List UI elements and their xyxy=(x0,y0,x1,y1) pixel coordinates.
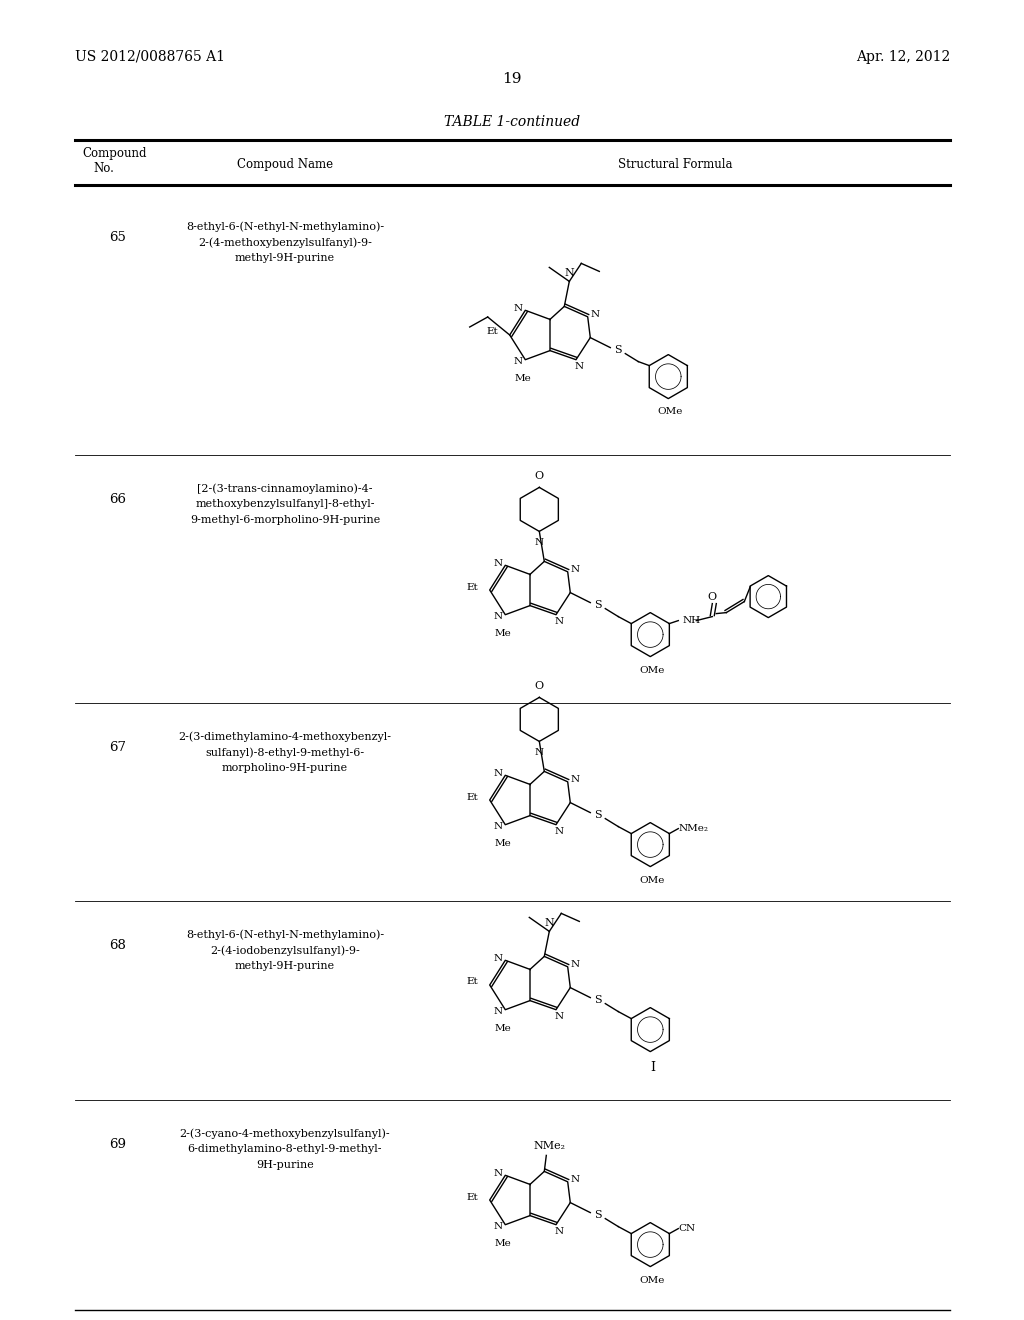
Text: N: N xyxy=(494,954,503,962)
Text: I: I xyxy=(650,1060,654,1073)
Text: Et: Et xyxy=(467,978,478,986)
Text: N: N xyxy=(494,822,503,832)
Text: 69: 69 xyxy=(110,1138,127,1151)
Text: N: N xyxy=(554,1228,563,1237)
Text: TABLE 1-continued: TABLE 1-continued xyxy=(444,115,580,129)
Text: N: N xyxy=(545,919,554,928)
Text: N: N xyxy=(535,748,544,758)
Text: Me: Me xyxy=(515,374,531,383)
Text: Apr. 12, 2012: Apr. 12, 2012 xyxy=(856,50,950,63)
Text: 2-(4-iodobenzylsulfanyl)-9-: 2-(4-iodobenzylsulfanyl)-9- xyxy=(210,945,359,956)
Text: N: N xyxy=(535,539,544,548)
Text: N: N xyxy=(570,1175,580,1184)
Text: S: S xyxy=(595,599,602,610)
Text: N: N xyxy=(590,310,599,319)
Text: N: N xyxy=(554,828,563,836)
Text: O: O xyxy=(535,681,544,692)
Text: 66: 66 xyxy=(110,492,127,506)
Text: N: N xyxy=(494,1007,503,1016)
Text: N: N xyxy=(494,558,503,568)
Text: Et: Et xyxy=(467,1192,478,1201)
Text: [2-(3-trans-cinnamoylamino)-4-: [2-(3-trans-cinnamoylamino)-4- xyxy=(198,483,373,494)
Text: Et: Et xyxy=(487,327,499,337)
Text: Structural Formula: Structural Formula xyxy=(617,158,732,172)
Text: methyl-9H-purine: methyl-9H-purine xyxy=(234,253,335,263)
Text: N: N xyxy=(564,268,574,279)
Text: N: N xyxy=(494,768,503,777)
Text: Me: Me xyxy=(495,1238,512,1247)
Text: 8-ethyl-6-(N-ethyl-N-methylamino)-: 8-ethyl-6-(N-ethyl-N-methylamino)- xyxy=(186,929,384,940)
Text: N: N xyxy=(514,304,523,313)
Text: Me: Me xyxy=(495,1024,512,1032)
Text: US 2012/0088765 A1: US 2012/0088765 A1 xyxy=(75,50,225,63)
Text: 68: 68 xyxy=(110,939,126,952)
Text: 9H-purine: 9H-purine xyxy=(256,1160,314,1170)
Text: N: N xyxy=(570,775,580,784)
Text: Et: Et xyxy=(467,582,478,591)
Text: S: S xyxy=(595,1209,602,1220)
Text: 9-methyl-6-morpholino-9H-purine: 9-methyl-6-morpholino-9H-purine xyxy=(189,515,380,525)
Text: 8-ethyl-6-(N-ethyl-N-methylamino)-: 8-ethyl-6-(N-ethyl-N-methylamino)- xyxy=(186,220,384,231)
Text: N: N xyxy=(554,618,563,626)
Text: morpholino-9H-purine: morpholino-9H-purine xyxy=(222,763,348,774)
Text: OMe: OMe xyxy=(640,665,665,675)
Text: sulfanyl)-8-ethyl-9-methyl-6-: sulfanyl)-8-ethyl-9-methyl-6- xyxy=(206,747,365,758)
Text: N: N xyxy=(554,1012,563,1022)
Text: OMe: OMe xyxy=(640,875,665,884)
Text: Compound: Compound xyxy=(82,147,146,160)
Text: NMe₂: NMe₂ xyxy=(534,1142,565,1151)
Text: S: S xyxy=(614,345,623,355)
Text: Et: Et xyxy=(467,792,478,801)
Text: N: N xyxy=(514,358,523,366)
Text: 67: 67 xyxy=(110,741,127,754)
Text: O: O xyxy=(708,591,717,602)
Text: 2-(3-dimethylamino-4-methoxybenzyl-: 2-(3-dimethylamino-4-methoxybenzyl- xyxy=(178,731,391,742)
Text: N: N xyxy=(570,565,580,574)
Text: N: N xyxy=(494,612,503,622)
Text: OMe: OMe xyxy=(640,1275,665,1284)
Text: Compoud Name: Compoud Name xyxy=(237,158,333,172)
Text: S: S xyxy=(595,809,602,820)
Text: N: N xyxy=(494,1222,503,1232)
Text: methyl-9H-purine: methyl-9H-purine xyxy=(234,961,335,972)
Text: No.: No. xyxy=(93,162,114,176)
Text: O: O xyxy=(535,471,544,482)
Text: 6-dimethylamino-8-ethyl-9-methyl-: 6-dimethylamino-8-ethyl-9-methyl- xyxy=(187,1144,382,1154)
Text: Me: Me xyxy=(495,838,512,847)
Text: 65: 65 xyxy=(110,231,126,244)
Text: NH: NH xyxy=(682,616,700,626)
Text: N: N xyxy=(494,1168,503,1177)
Text: 2-(4-methoxybenzylsulfanyl)-9-: 2-(4-methoxybenzylsulfanyl)-9- xyxy=(198,238,372,248)
Text: S: S xyxy=(595,994,602,1005)
Text: methoxybenzylsulfanyl]-8-ethyl-: methoxybenzylsulfanyl]-8-ethyl- xyxy=(196,499,375,510)
Text: N: N xyxy=(570,961,580,969)
Text: OMe: OMe xyxy=(657,407,683,416)
Text: N: N xyxy=(574,362,584,371)
Text: Me: Me xyxy=(495,628,512,638)
Text: CN: CN xyxy=(678,1224,695,1233)
Text: 19: 19 xyxy=(502,73,522,86)
Text: 2-(3-cyano-4-methoxybenzylsulfanyl)-: 2-(3-cyano-4-methoxybenzylsulfanyl)- xyxy=(179,1129,390,1139)
Text: NMe₂: NMe₂ xyxy=(678,824,709,833)
